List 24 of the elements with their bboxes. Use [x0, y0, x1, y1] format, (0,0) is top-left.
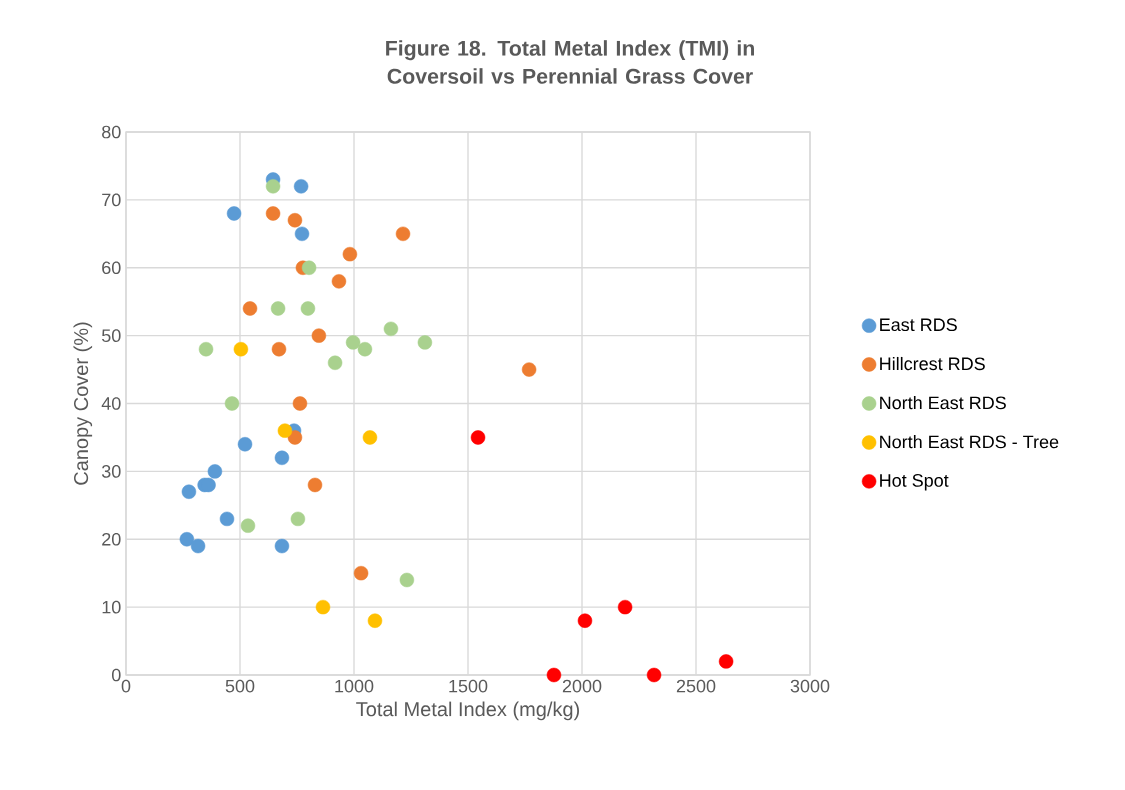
y-tick-label: 30 [101, 465, 121, 478]
y-tick-label: 50 [101, 329, 121, 342]
x-tick-label: 1500 [449, 679, 488, 693]
y-tick-label: 20 [102, 532, 121, 546]
x-tick-label: 2000 [562, 679, 602, 693]
x-tick-label: 0 [121, 679, 131, 693]
legend-label: North East RDS - Tree [880, 435, 1059, 449]
y-axis-title: Canopy Cover (%) [73, 322, 93, 485]
y-tick-label: 80 [102, 125, 121, 139]
x-tick-label: 3000 [790, 679, 830, 693]
y-tick-label: 10 [102, 600, 121, 614]
x-tick-label: 1000 [335, 679, 374, 693]
y-tick-label: 70 [102, 193, 121, 207]
legend-label: North East RDS [880, 395, 1006, 410]
legend-label: Hillcrest RDS [880, 356, 985, 371]
x-axis-title: Total Metal Index (mg/kg) [356, 701, 579, 721]
legend-label: East RDS [880, 318, 957, 332]
x-tick-label: 500 [225, 679, 255, 693]
x-tick-label: 2500 [676, 679, 716, 693]
y-tick-label: 0 [111, 668, 121, 682]
y-tick-label: 40 [101, 397, 121, 410]
chart-title: Figure 18. Total Metal Index (TMI) in Coversoil vs Perennial Grass Cover [386, 40, 754, 84]
legend-label: Hot Spot [880, 474, 949, 491]
y-tick-label: 60 [102, 261, 121, 275]
